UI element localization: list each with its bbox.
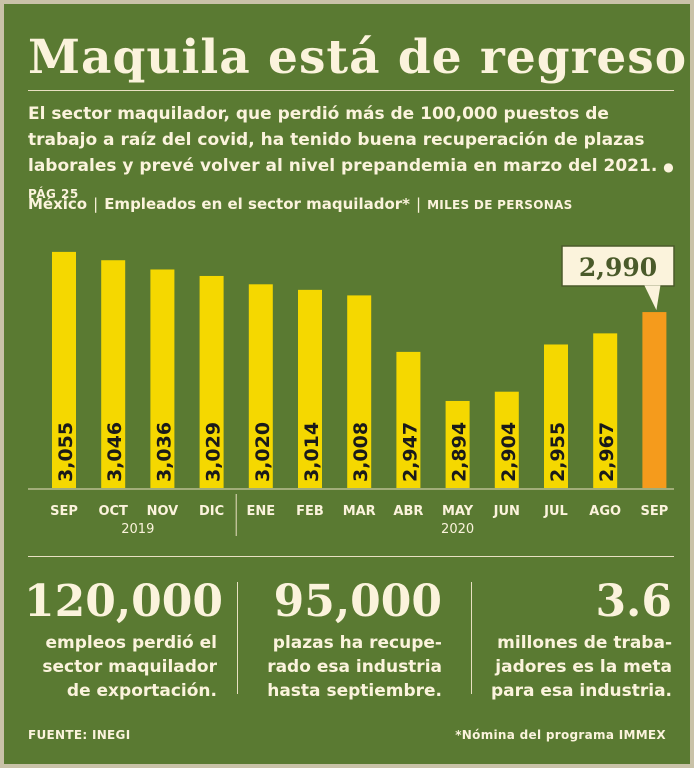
x-tick-label: ABR: [393, 504, 423, 519]
callout-pointer: [644, 285, 661, 311]
page-title: Maquila está de regreso: [28, 30, 688, 85]
stat-line: empleos perdió el: [45, 633, 217, 653]
bar: [396, 351, 421, 488]
bar: [52, 251, 76, 488]
stat-line: de exportación.: [66, 681, 217, 701]
x-tick-label: ENE: [246, 504, 275, 519]
stats-divider: [28, 556, 674, 557]
bar-value-label: 3,014: [301, 422, 323, 482]
stat-description: plazas ha recupe- rado esa industria has…: [254, 631, 442, 703]
stat-jobs-lost: 120,000 empleos perdió el sector maquila…: [24, 576, 224, 703]
stat-goal: 3.6 millones de traba- jadores es la met…: [489, 577, 672, 703]
stat-divider: [471, 582, 472, 694]
subtitle-metric: Empleados en el sector maquilador*: [104, 195, 410, 213]
subtitle-separator: |: [93, 195, 99, 213]
stat-line: para esa industria.: [490, 681, 672, 701]
bar-value-label: 3,008: [350, 422, 372, 482]
bar: [298, 289, 322, 488]
stat-description: empleos perdió el sector maquilador de e…: [24, 631, 217, 703]
bar-value-label: 3,020: [252, 422, 274, 482]
bar: [593, 333, 618, 488]
stat-line: sector maquilador: [42, 657, 217, 677]
stat-description: millones de traba- jadores es la meta pa…: [489, 631, 672, 703]
stat-line: millones de traba-: [497, 633, 672, 653]
x-tick-label: SEP: [641, 504, 669, 519]
intro-paragraph: El sector maquilador, que perdió más de …: [28, 101, 678, 207]
bar: [150, 269, 175, 488]
bar-value-label: 3,046: [104, 422, 126, 482]
bar-chart: 3,055 SEP 3,046 OCT 3,036 NOV 3,029 DIC 3,020 ENE…: [28, 245, 675, 537]
x-tick-label: JUN: [493, 504, 520, 519]
chart-subtitle: México | Empleados en el sector maquilador…: [28, 195, 573, 213]
x-tick-label: OCT: [98, 504, 128, 519]
bar: [494, 391, 519, 488]
stat-value: 95,000: [273, 576, 442, 627]
subtitle-country: México: [28, 195, 88, 213]
x-tick-label: MAR: [343, 504, 376, 519]
x-tick-label: DIC: [199, 504, 224, 519]
stat-jobs-recovered: 95,000 plazas ha recupe- rado esa indust…: [254, 577, 442, 703]
callout-box: [561, 245, 675, 287]
bar: [642, 312, 667, 488]
stat-value: 120,000: [24, 576, 224, 627]
year-label: 2020: [441, 522, 474, 537]
footnote: *Nómina del programa IMMEX: [455, 728, 666, 742]
bar-value-label: 2,947: [399, 422, 421, 482]
x-tick-label: AGO: [589, 504, 621, 519]
title-divider: [28, 90, 674, 91]
callout-label: 2,990: [579, 253, 657, 282]
bar-value-label: 2,904: [498, 422, 520, 482]
x-tick-label: JUL: [543, 504, 568, 519]
subtitle-units: MILES DE PERSONAS: [427, 198, 573, 212]
bar-value-label: 2,894: [449, 422, 471, 482]
bar: [544, 344, 568, 488]
stat-line: plazas ha recupe-: [272, 633, 442, 653]
stat-line: jadores es la meta: [495, 657, 672, 677]
bar-value-label: 3,055: [55, 422, 77, 482]
bar: [445, 400, 470, 488]
intro-text: El sector maquilador, que perdió más de …: [28, 104, 658, 176]
page-reference: PÁG 25: [28, 187, 79, 201]
x-tick-label: MAY: [442, 504, 474, 519]
bar-value-label: 2,955: [547, 422, 569, 482]
bar: [248, 284, 273, 488]
x-tick-label: NOV: [147, 504, 179, 519]
bar-value-label: 3,029: [203, 422, 225, 482]
bar: [199, 275, 224, 488]
x-tick-label: FEB: [296, 504, 324, 519]
bar-value-label: 3,036: [153, 422, 175, 482]
stat-line: hasta septiembre.: [267, 681, 442, 701]
bullet-icon: ●: [663, 160, 675, 174]
source-note: FUENTE: INEGI: [28, 728, 131, 742]
bar-value-label: 2,967: [596, 422, 618, 482]
bar: [101, 260, 126, 488]
bar: [347, 295, 372, 488]
stat-value: 3.6: [595, 576, 672, 627]
stat-divider: [237, 582, 238, 694]
x-tick-label: SEP: [50, 504, 78, 519]
stat-line: rado esa industria: [267, 657, 442, 677]
year-label: 2019: [121, 522, 154, 537]
subtitle-separator: |: [416, 195, 422, 213]
